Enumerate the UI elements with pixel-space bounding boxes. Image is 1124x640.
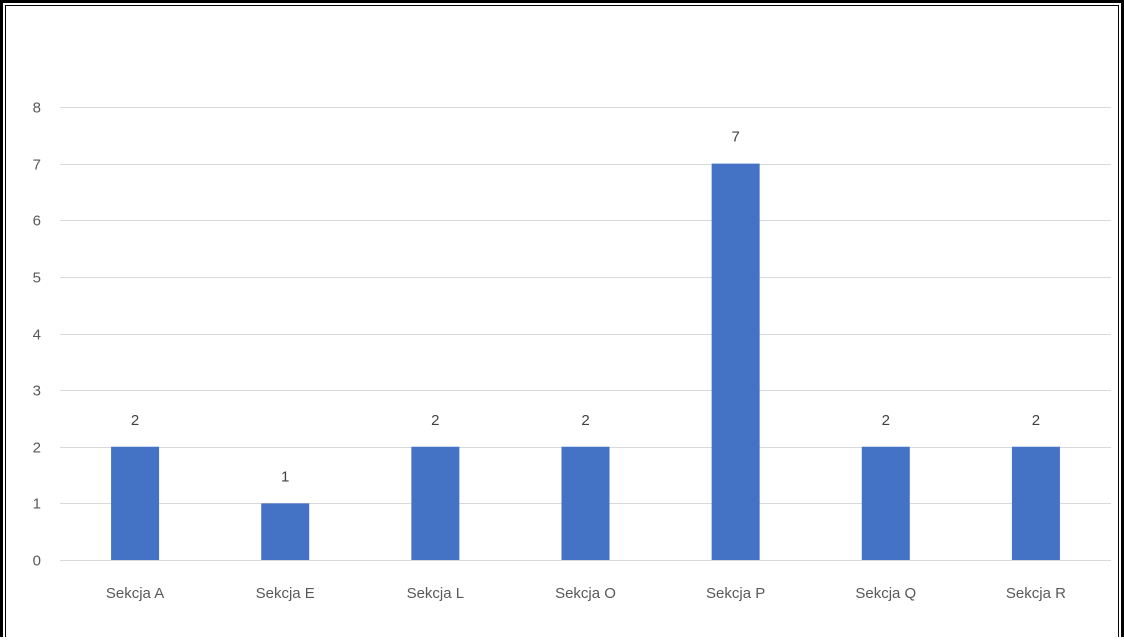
data-labels: 2 1 2 2 7 2 2 [131, 129, 1040, 486]
bar [261, 503, 310, 560]
bar [1011, 446, 1060, 560]
bar [861, 446, 910, 560]
data-label: 2 [581, 412, 589, 429]
x-category-label: Sekcja R [1006, 585, 1066, 602]
data-label: 2 [431, 412, 439, 429]
bar [411, 446, 460, 560]
x-category-label: Sekcja P [706, 585, 765, 602]
data-label: 2 [131, 412, 139, 429]
bar [111, 446, 160, 560]
y-tick-label: 3 [33, 383, 41, 400]
y-tick-label: 6 [33, 213, 41, 230]
x-category-label: Sekcja Q [855, 585, 916, 602]
bars [111, 163, 1060, 560]
y-tick-label: 4 [33, 327, 41, 344]
gridlines [60, 107, 1111, 561]
y-tick-label: 7 [33, 157, 41, 174]
data-label: 7 [731, 129, 739, 146]
y-tick-label: 1 [33, 496, 41, 513]
y-tick-label: 8 [33, 100, 41, 117]
x-category-label: Sekcja L [407, 585, 465, 602]
x-axis-category-labels: Sekcja A Sekcja E Sekcja L Sekcja O Sekcja P… [106, 585, 1066, 602]
x-category-label: Sekcja O [555, 585, 616, 602]
bar [711, 163, 760, 560]
data-label: 2 [1032, 412, 1040, 429]
bar [561, 446, 610, 560]
x-category-label: Sekcja E [256, 585, 315, 602]
y-tick-label: 0 [33, 553, 41, 570]
data-label: 2 [882, 412, 890, 429]
y-tick-label: 5 [33, 270, 41, 287]
x-category-label: Sekcja A [106, 585, 164, 602]
y-tick-label: 2 [33, 440, 41, 457]
data-label: 1 [281, 468, 289, 485]
y-axis-tick-labels: 0 1 2 3 4 5 6 7 8 [33, 100, 41, 570]
chart-frame-inner [5, 5, 1119, 637]
